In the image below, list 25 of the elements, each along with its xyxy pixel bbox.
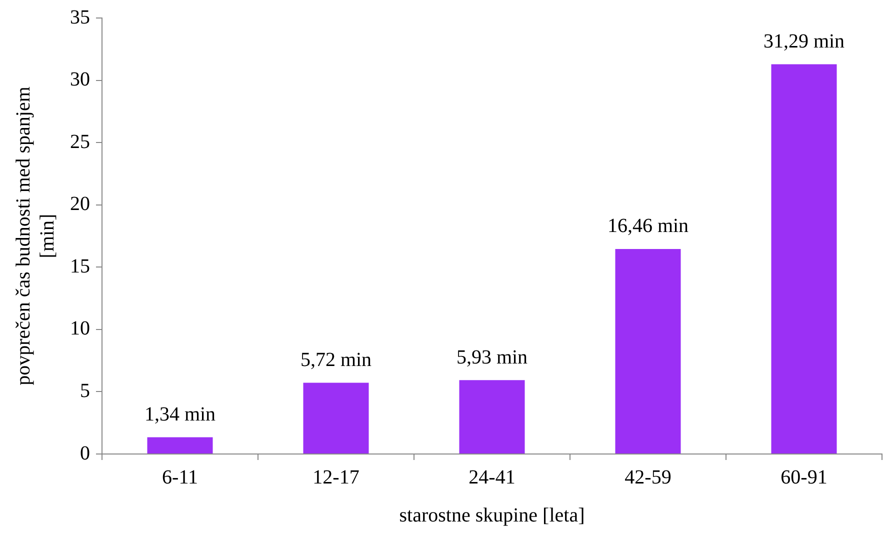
y-tick-label: 30 (70, 68, 90, 91)
y-tick-label: 5 (80, 380, 90, 402)
data-label: 5,93 min (456, 346, 528, 368)
x-tick-label: 12-17 (312, 466, 360, 488)
y-tick-label: 20 (70, 193, 90, 216)
y-axis-title: povprečen čas budnosti med spanjem [min] (12, 86, 58, 386)
bar (147, 437, 213, 454)
data-label: 1,34 min (144, 404, 216, 426)
bar (771, 64, 837, 454)
x-tick-label: 42-59 (624, 466, 672, 488)
y-tick-label: 35 (70, 6, 90, 28)
bar (303, 382, 369, 454)
x-tick-label: 6-11 (162, 466, 198, 488)
x-tick-label: 60-91 (780, 466, 828, 488)
data-label: 5,72 min (300, 348, 372, 371)
y-tick-label: 15 (70, 255, 90, 278)
x-tick-label: 24-41 (468, 466, 516, 488)
y-tick-label: 10 (70, 318, 90, 340)
data-label: 16,46 min (607, 215, 689, 238)
data-label: 31,29 min (763, 30, 845, 52)
bar (459, 380, 525, 454)
bar (615, 248, 681, 454)
y-tick-label: 25 (70, 130, 90, 153)
y-tick-label: 0 (80, 442, 90, 464)
x-axis-title: starostne skupine [leta] (399, 504, 585, 526)
